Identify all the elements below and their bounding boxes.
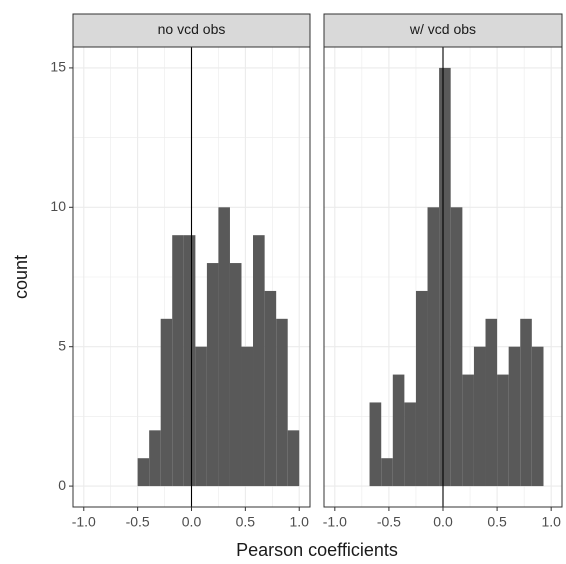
bar	[160, 318, 173, 487]
bar	[183, 235, 196, 487]
strip-label: w/ vcd obs	[409, 21, 476, 37]
x-tick-label: 0.0	[433, 514, 453, 530]
bar	[287, 430, 300, 487]
bar	[381, 458, 393, 487]
x-tick-label: -0.5	[377, 514, 401, 530]
bar	[253, 235, 265, 487]
bar	[241, 346, 254, 487]
bar	[485, 318, 498, 487]
bar	[195, 346, 207, 487]
bar	[369, 402, 382, 487]
bar	[520, 318, 532, 487]
bar	[450, 207, 463, 487]
bar	[462, 374, 474, 487]
strip	[72, 13, 311, 48]
y-tick-label: 15	[50, 59, 66, 75]
strip-label: no vcd obs	[158, 21, 226, 37]
y-tick-label: 0	[58, 477, 66, 493]
bar	[497, 374, 509, 487]
panel-border	[72, 46, 311, 508]
bar	[264, 290, 277, 487]
bar	[404, 402, 416, 487]
x-tick-label: 0.0	[182, 514, 202, 530]
y-tick-label: 10	[50, 198, 66, 214]
bar	[229, 263, 242, 487]
x-tick-label: 0.5	[487, 514, 507, 530]
bar	[508, 346, 521, 487]
panel-border	[323, 46, 563, 508]
bar	[427, 207, 440, 487]
bar	[137, 458, 150, 487]
x-tick-label: -0.5	[126, 514, 150, 530]
bar	[276, 318, 288, 487]
bar	[392, 374, 405, 487]
x-tick-label: -1.0	[323, 514, 347, 530]
bar	[172, 235, 184, 487]
bar	[206, 263, 219, 487]
bar	[439, 67, 451, 487]
y-axis-title: count	[11, 255, 31, 299]
bar	[415, 290, 428, 487]
bar	[473, 346, 486, 487]
y-tick-label: 5	[58, 337, 66, 353]
x-tick-label: 0.5	[236, 514, 256, 530]
bar	[149, 430, 161, 487]
x-tick-label: -1.0	[72, 514, 96, 530]
x-axis-title: Pearson coefficients	[236, 540, 398, 560]
bar	[218, 207, 230, 487]
bar	[531, 346, 544, 487]
x-tick-label: 1.0	[541, 514, 561, 530]
x-tick-label: 1.0	[289, 514, 309, 530]
